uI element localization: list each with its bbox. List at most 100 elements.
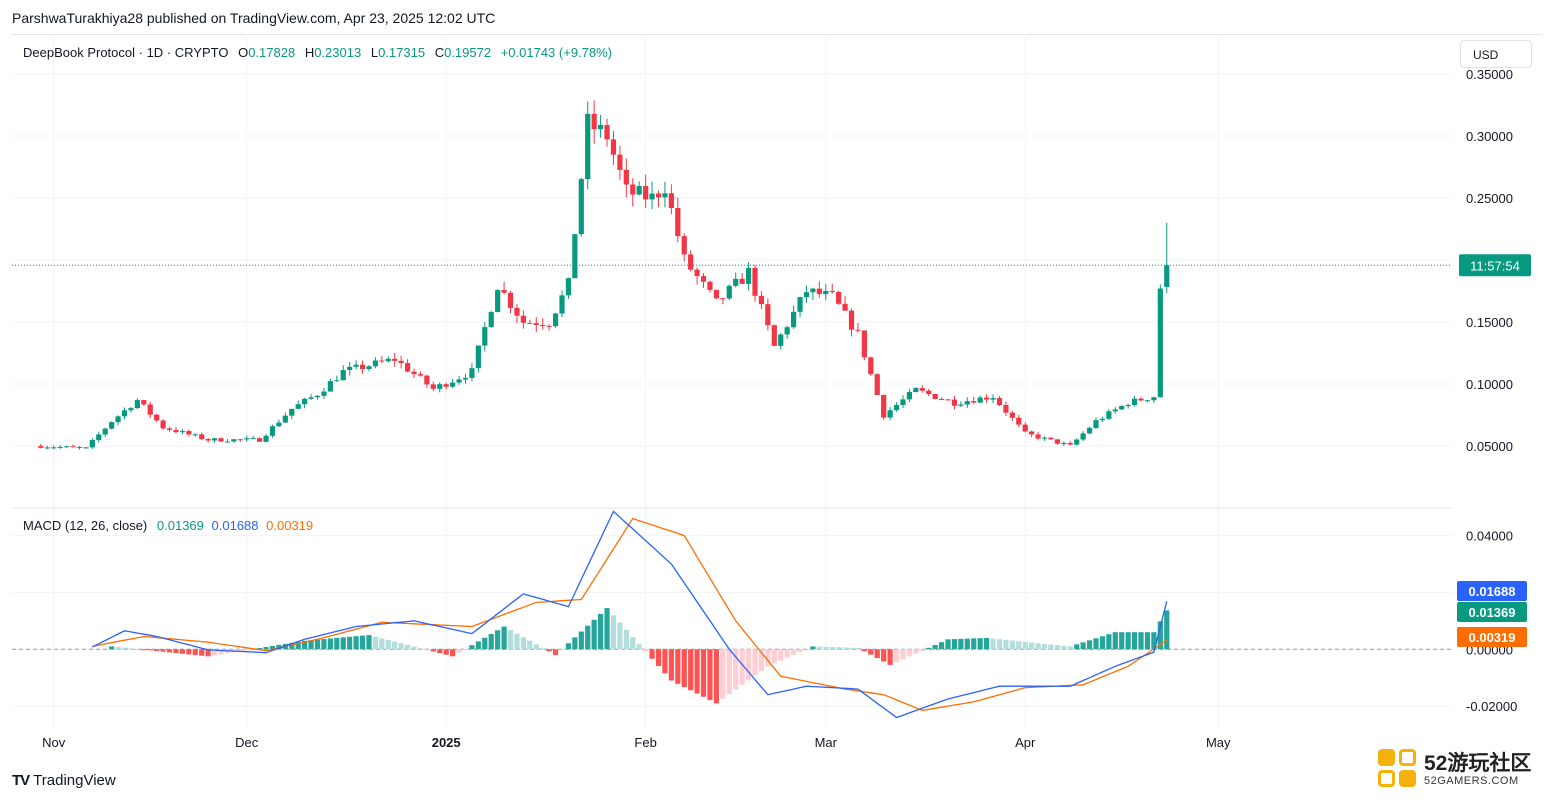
candle-body bbox=[630, 184, 636, 195]
candle-body bbox=[443, 384, 449, 387]
candle-body bbox=[38, 446, 44, 448]
candle-body bbox=[134, 400, 140, 409]
candle-body bbox=[289, 408, 295, 416]
candle-body bbox=[469, 368, 475, 378]
price-tag-label: 11:57:54 bbox=[1470, 258, 1520, 273]
macd-hist-bar bbox=[109, 646, 115, 650]
candle-body bbox=[649, 193, 655, 200]
time-tick-label: Nov bbox=[42, 735, 66, 750]
candle-body bbox=[347, 366, 353, 371]
macd-hist-bar bbox=[269, 645, 276, 650]
candle-body bbox=[199, 434, 205, 440]
macd-hist-bar bbox=[469, 645, 475, 650]
candle-body bbox=[340, 370, 346, 381]
macd-hist-bar bbox=[1112, 632, 1118, 650]
candle-body bbox=[572, 234, 578, 279]
candle-body bbox=[700, 276, 707, 282]
candle-body bbox=[887, 410, 893, 418]
watermark-logo-icon bbox=[1378, 749, 1418, 789]
time-tick-label: 2025 bbox=[432, 735, 461, 750]
macd-hist-bar bbox=[951, 639, 958, 650]
watermark-text: 52游玩社区 bbox=[1424, 752, 1532, 775]
candle-body bbox=[958, 404, 964, 406]
candle-body bbox=[450, 382, 456, 387]
candle-body bbox=[430, 384, 436, 389]
macd-hist-bar bbox=[745, 649, 752, 681]
candle-body bbox=[51, 447, 57, 449]
candle-body bbox=[643, 185, 649, 200]
macd-hist-bar bbox=[771, 649, 777, 664]
candle-body bbox=[1151, 397, 1157, 401]
candle-body bbox=[205, 439, 211, 441]
macd-hist-bar bbox=[166, 649, 173, 653]
macd-hist-bar bbox=[1016, 641, 1022, 650]
candle-body bbox=[89, 439, 95, 448]
candle-body bbox=[1022, 424, 1028, 432]
macd-hist-bar bbox=[874, 649, 880, 659]
macd-hist-bar bbox=[752, 649, 758, 676]
macd-hist-bar bbox=[630, 637, 636, 650]
symbol-name[interactable]: DeepBook Protocol · 1D · CRYPTO bbox=[23, 45, 229, 60]
candle-body bbox=[1119, 405, 1125, 410]
macd-hist-bar bbox=[546, 649, 552, 652]
macd-hist-bar bbox=[501, 626, 507, 650]
candle-body bbox=[565, 278, 572, 296]
candle-body bbox=[482, 327, 488, 346]
macd-hist-bar bbox=[257, 648, 263, 650]
candle-body bbox=[803, 292, 810, 298]
signal-line bbox=[92, 517, 1168, 712]
macd-hist-bar bbox=[668, 649, 674, 681]
currency-button[interactable]: USD bbox=[1460, 40, 1532, 68]
macd-hist-bar bbox=[276, 644, 282, 650]
candle-body bbox=[984, 397, 990, 400]
candle-body bbox=[971, 401, 977, 403]
macd-hist-bar bbox=[250, 649, 256, 651]
macd-hist-bar bbox=[1003, 639, 1009, 650]
macd-hist-bar bbox=[340, 637, 346, 650]
macd-hist-bar bbox=[623, 629, 629, 650]
macd-hist-bar bbox=[1061, 645, 1067, 650]
candle-body bbox=[520, 315, 526, 323]
macd-legend: MACD (12, 26, close) 0.01369 0.01688 0.0… bbox=[23, 518, 313, 533]
candle-body bbox=[456, 379, 462, 383]
macd-hist-bar bbox=[308, 640, 314, 650]
macd-hist-bar bbox=[591, 619, 597, 650]
candle-body bbox=[475, 345, 481, 369]
candle-body bbox=[44, 447, 50, 449]
macd-hist-bar bbox=[810, 646, 816, 650]
candle-body bbox=[385, 358, 391, 362]
candle-body bbox=[713, 289, 720, 299]
change-value: +0.01743 (+9.78%) bbox=[500, 45, 613, 60]
candle-body bbox=[276, 422, 282, 427]
watermark-subtext: 52GAMERS.COM bbox=[1424, 775, 1519, 787]
candle-body bbox=[1054, 439, 1060, 444]
macd-hist-bar bbox=[1157, 621, 1163, 650]
candle-body bbox=[424, 375, 430, 385]
candle-body bbox=[662, 193, 668, 198]
macd-hist-bar bbox=[881, 649, 887, 662]
macd-line bbox=[92, 510, 1168, 719]
macd-hist-bar bbox=[154, 649, 160, 652]
candle-body bbox=[1106, 411, 1112, 419]
macd-hist-bar bbox=[585, 625, 591, 650]
macd-hist-bar bbox=[482, 637, 488, 650]
candle-body bbox=[681, 236, 687, 255]
candle-body bbox=[752, 267, 758, 296]
candle-body bbox=[121, 410, 128, 417]
candle-body bbox=[739, 278, 745, 284]
macd-title[interactable]: MACD (12, 26, close) bbox=[23, 518, 148, 533]
macd-hist-bar bbox=[893, 649, 900, 663]
candle-body bbox=[192, 434, 198, 436]
candle-body bbox=[906, 392, 913, 400]
macd-hist-bar bbox=[938, 642, 945, 650]
macd-hist-bar bbox=[475, 641, 481, 650]
price-tick-label: 0.10000 bbox=[1466, 377, 1513, 392]
candle-body bbox=[823, 290, 829, 295]
tradingview-branding[interactable]: TV TradingView bbox=[12, 772, 116, 789]
candle-body bbox=[655, 193, 662, 198]
candle-body bbox=[726, 285, 732, 299]
macd-hist-bar bbox=[1093, 638, 1099, 650]
candle-body bbox=[495, 290, 501, 313]
macd-hist-bar bbox=[1080, 642, 1086, 650]
